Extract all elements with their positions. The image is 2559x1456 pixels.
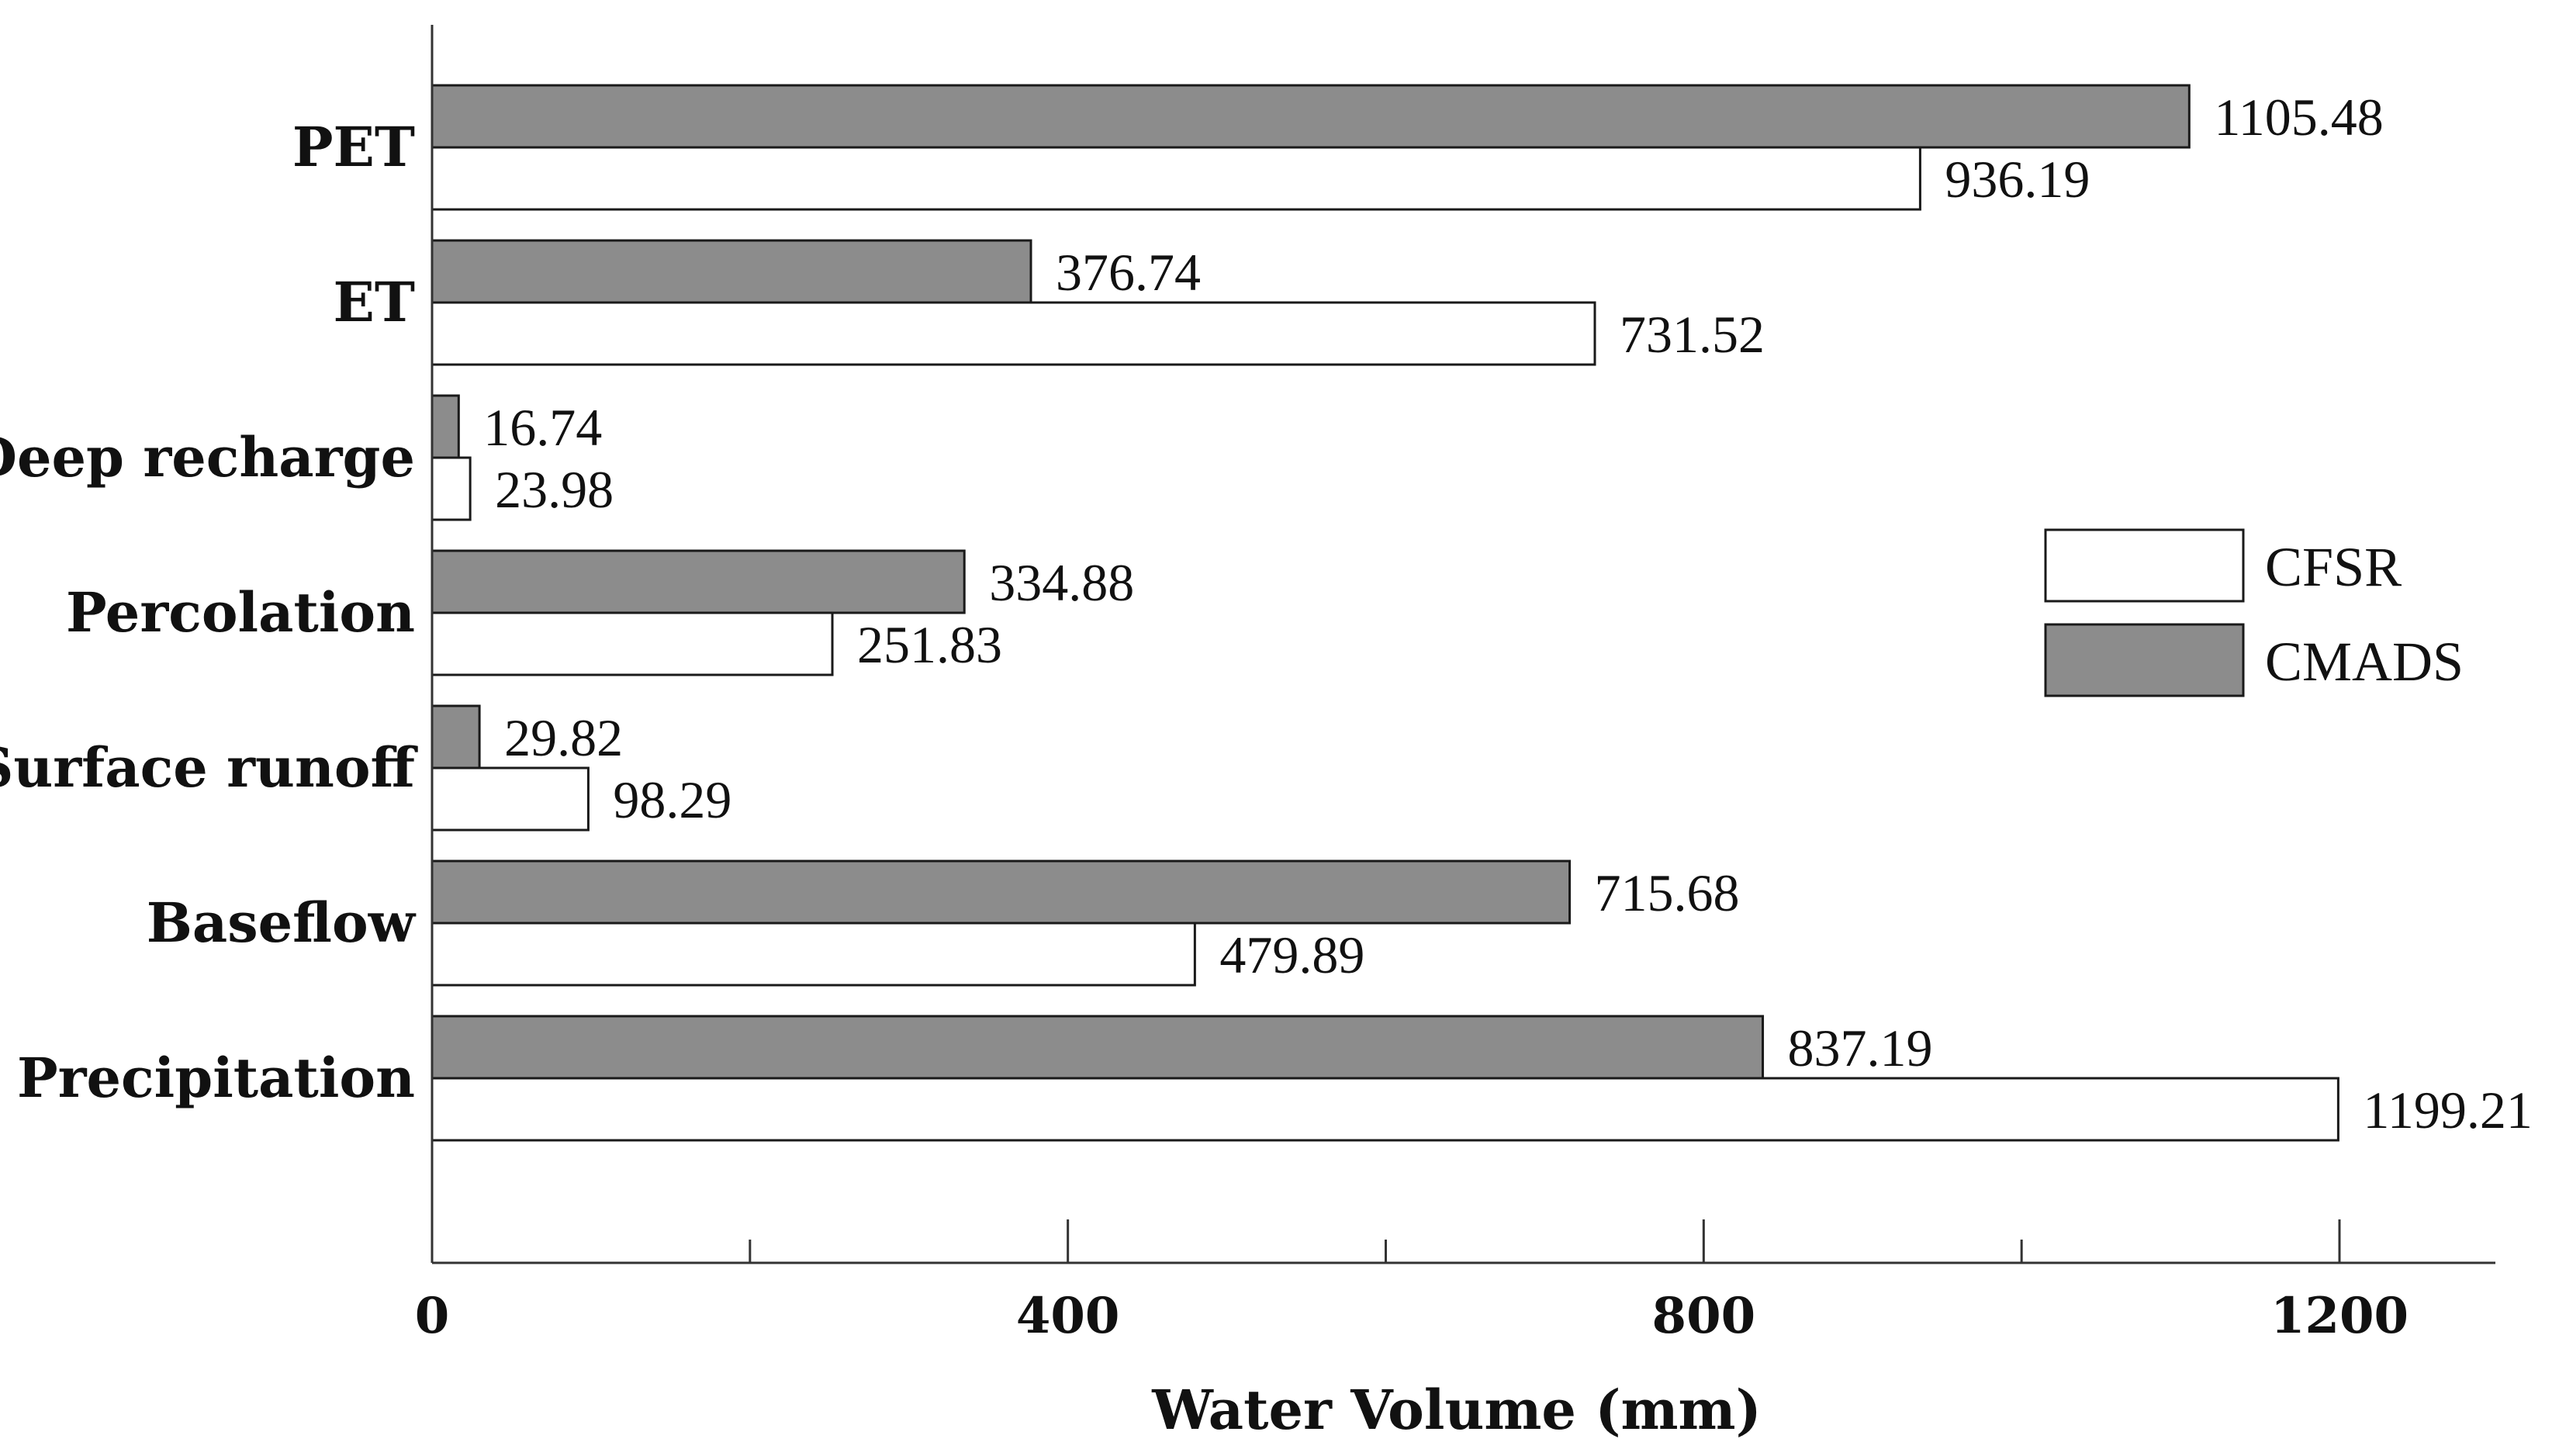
bar-cfsr-baseflow bbox=[431, 922, 1196, 987]
bar-cfsr-pet bbox=[431, 146, 1921, 211]
x-axis-title: Water Volume (mm) bbox=[1151, 1378, 1761, 1442]
legend: CFSR CMADS bbox=[2044, 528, 2464, 697]
data-label-cfsr-surface-runoff: 98.29 bbox=[613, 770, 731, 829]
data-label-cmads-et: 376.74 bbox=[1056, 243, 1201, 302]
x-tick-label-0: 0 bbox=[415, 1287, 450, 1345]
bar-cmads-deep-recharge bbox=[431, 394, 460, 459]
data-label-cfsr-precipitation: 1199.21 bbox=[2363, 1081, 2532, 1140]
bar-cfsr-surface-runoff bbox=[431, 766, 590, 832]
data-label-cfsr-percolation: 251.83 bbox=[857, 615, 1002, 674]
data-label-cmads-precipitation: 837.19 bbox=[1788, 1019, 1933, 1077]
data-label-cmads-deep-recharge: 16.74 bbox=[483, 398, 602, 457]
bar-cmads-percolation bbox=[431, 549, 966, 614]
category-label-baseflow: Baseflow bbox=[147, 891, 417, 955]
data-label-cfsr-baseflow: 479.89 bbox=[1219, 925, 1364, 984]
x-tick-labels-group: 0 400 800 1200 bbox=[415, 1287, 2409, 1345]
bar-cmads-baseflow bbox=[431, 859, 1572, 925]
data-label-cfsr-et: 731.52 bbox=[1620, 305, 1765, 364]
category-labels-group: PET ET Deep recharge Percolation Surface run… bbox=[0, 115, 419, 1110]
bar-cmads-surface-runoff bbox=[431, 704, 481, 770]
x-tick-label-400: 400 bbox=[1016, 1287, 1120, 1345]
bar-cfsr-percolation bbox=[431, 611, 834, 676]
category-label-et: ET bbox=[334, 270, 415, 334]
legend-swatch-cfsr bbox=[2044, 528, 2245, 603]
x-tick-label-1200: 1200 bbox=[2270, 1287, 2409, 1345]
legend-swatch-cmads bbox=[2044, 623, 2245, 697]
category-label-deep-recharge: Deep recharge bbox=[0, 425, 415, 489]
bar-cfsr-et bbox=[431, 301, 1596, 366]
bar-cfsr-precipitation bbox=[431, 1077, 2339, 1142]
data-label-cmads-percolation: 334.88 bbox=[989, 553, 1134, 612]
data-label-cmads-pet: 1105.48 bbox=[2214, 88, 2383, 147]
bar-cmads-pet bbox=[431, 84, 2191, 149]
legend-label-cfsr: CFSR bbox=[2265, 536, 2402, 598]
bar-cfsr-deep-recharge bbox=[431, 456, 472, 521]
bars-group bbox=[431, 84, 2339, 1142]
data-label-cfsr-deep-recharge: 23.98 bbox=[495, 460, 614, 519]
axes-group bbox=[431, 25, 2495, 1264]
category-label-pet: PET bbox=[292, 115, 415, 179]
category-label-precipitation: Precipitation bbox=[17, 1046, 415, 1110]
category-label-percolation: Percolation bbox=[66, 580, 415, 645]
data-label-cmads-baseflow: 715.68 bbox=[1595, 863, 1740, 922]
legend-label-cmads: CMADS bbox=[2265, 631, 2464, 693]
data-label-cmads-surface-runoff: 29.82 bbox=[504, 708, 623, 767]
category-label-surface-runoff: Surface runoff bbox=[0, 735, 419, 800]
data-label-cfsr-pet: 936.19 bbox=[1945, 150, 2090, 209]
bar-cmads-et bbox=[431, 239, 1032, 304]
x-tick-label-800: 800 bbox=[1652, 1287, 1756, 1345]
bar-cmads-precipitation bbox=[431, 1015, 1765, 1080]
